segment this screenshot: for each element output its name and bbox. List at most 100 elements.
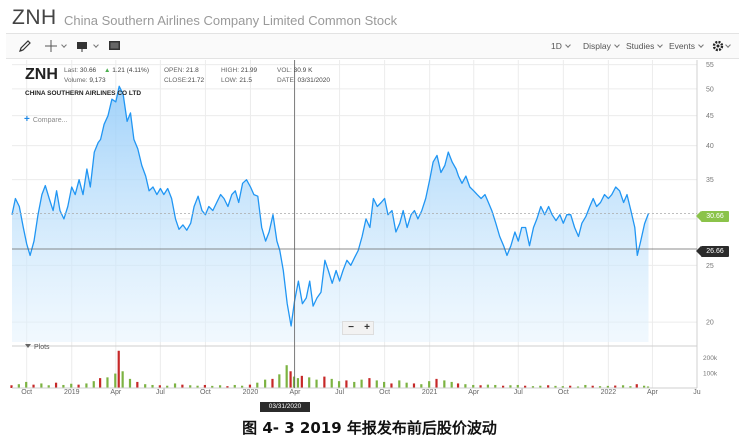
volume-bar [405, 382, 408, 388]
date-value: 03/31/2020 [297, 77, 331, 84]
chart-company-name: CHINA SOUTHERN AIRLINES CO LTD [25, 90, 142, 97]
volume-bar [308, 377, 311, 388]
crosshair-icon[interactable] [42, 37, 60, 55]
volume-bar [337, 381, 341, 388]
gear-icon[interactable] [709, 37, 727, 55]
volume-bar [241, 385, 244, 388]
volume-bar [472, 384, 475, 388]
x-tick-label: Jul [514, 389, 523, 396]
price-chart[interactable]: 2025303540455055Oct2019AprJulOct2020AprJ… [0, 60, 739, 415]
volume-bar [203, 384, 207, 388]
volume-bar [128, 378, 132, 388]
vol-row: VOL: 30.9 K [277, 66, 330, 76]
title-bar: ZNH China Southern Airlines Company Limi… [0, 0, 739, 32]
volume-bar [456, 383, 460, 388]
square-icon[interactable] [106, 37, 124, 55]
cursor-price-tag: 26.66 [696, 246, 729, 257]
figure-caption: 图 4- 3 2019 年报发布前后股价波动 [242, 419, 497, 437]
volume-bar [189, 385, 192, 388]
volume-bar [561, 386, 564, 388]
y-tick-label: 50 [706, 86, 714, 93]
candle-chart-icon[interactable] [74, 37, 92, 55]
studies-menu[interactable]: Studies [626, 34, 664, 58]
volume-bar [256, 382, 259, 388]
range-label: 1D [551, 41, 562, 51]
x-tick-label: Apr [290, 389, 302, 396]
volume-bar [606, 385, 609, 388]
volume-bar [353, 381, 356, 388]
volume-bar [218, 385, 222, 388]
volume-bar [531, 386, 535, 388]
volume-value: 9,173 [89, 77, 106, 84]
volume-bar [435, 378, 438, 388]
zoom-out-button[interactable]: − [348, 322, 354, 333]
zoom-in-button[interactable]: + [364, 322, 370, 333]
volume-bar [292, 376, 296, 388]
volume-bar [196, 385, 199, 388]
low-row: LOW: 21.5 [221, 76, 257, 86]
volume-tick-label: 200k [703, 355, 718, 362]
volume-bar [181, 384, 184, 388]
ticker-symbol: ZNH [12, 6, 57, 29]
up-arrow-icon: ▲ [104, 67, 111, 74]
vol-value: 30.9 K [293, 67, 313, 74]
y-tick-label: 35 [706, 177, 714, 184]
x-tick-label: 2021 [422, 389, 438, 396]
pencil-icon[interactable] [16, 37, 34, 55]
volume-bar [144, 384, 147, 388]
overlays [12, 60, 697, 388]
x-tick-label: Oct [21, 389, 32, 396]
chevron-down-icon [61, 42, 67, 48]
volume-bar [117, 350, 120, 388]
volume-bar [621, 385, 625, 388]
volume-bar [271, 378, 274, 388]
close-value: 21.72 [187, 77, 205, 84]
range-selector[interactable]: 1D [551, 34, 571, 58]
price-line [11, 85, 650, 327]
plots-toggle[interactable]: Plots [25, 344, 50, 351]
x-tick-label: Ju [693, 389, 701, 396]
volume-bar [635, 384, 638, 388]
studies-label: Studies [626, 41, 655, 51]
settings-dropdown[interactable] [722, 34, 731, 58]
volume-bar [420, 384, 423, 388]
high-label: HIGH: [221, 67, 240, 74]
volume-bar [289, 371, 292, 388]
volume-bar [285, 365, 288, 388]
chart-style-dropdown[interactable] [90, 34, 99, 58]
events-menu[interactable]: Events [669, 34, 704, 58]
chevron-down-icon [93, 42, 99, 48]
last-value: 30.66 [79, 67, 97, 74]
cursor-date-flag: 03/31/2020 [260, 402, 310, 412]
axes: 2025303540455055Oct2019AprJulOct2020AprJ… [12, 60, 718, 396]
x-tick-label: 2022 [601, 389, 617, 396]
open-value: 21.8 [186, 67, 199, 74]
volume-bar [70, 383, 73, 388]
low-value: 21.5 [239, 77, 252, 84]
last-price-tag: 30.66 [696, 211, 729, 222]
volume-bar [509, 385, 512, 388]
volume-label: Volume: [64, 77, 88, 84]
date-row: DATE: 03/31/2020 [277, 76, 330, 86]
high-value: 21.99 [240, 67, 258, 74]
volume-bar [106, 377, 109, 388]
chevron-down-icon [657, 42, 664, 48]
quote-last-row: Last: 30.66 ▲ 1.21 (4.11%) [64, 66, 149, 76]
open-row: OPEN: 21.8 [164, 66, 204, 76]
change-value: 1.21 (4.11%) [112, 67, 149, 74]
volume-bar [315, 379, 318, 388]
volume-bar [300, 375, 303, 388]
close-label: CLOSE: [164, 77, 188, 84]
volume-bar [233, 384, 236, 388]
cursor-price-tag-text: 26.66 [706, 248, 724, 255]
crosshair-dropdown[interactable] [58, 34, 67, 58]
quote-vol-date: VOL: 30.9 K DATE: 03/31/2020 [277, 66, 330, 86]
date-label: DATE: [277, 77, 296, 84]
compare-button[interactable]: + Compare... [24, 114, 67, 125]
volume-bar [524, 385, 527, 388]
display-menu[interactable]: Display [583, 34, 620, 58]
volume-bar [85, 383, 88, 388]
y-tick-label: 45 [706, 113, 714, 120]
volume-bar [121, 371, 124, 388]
volume-bar [40, 383, 43, 388]
